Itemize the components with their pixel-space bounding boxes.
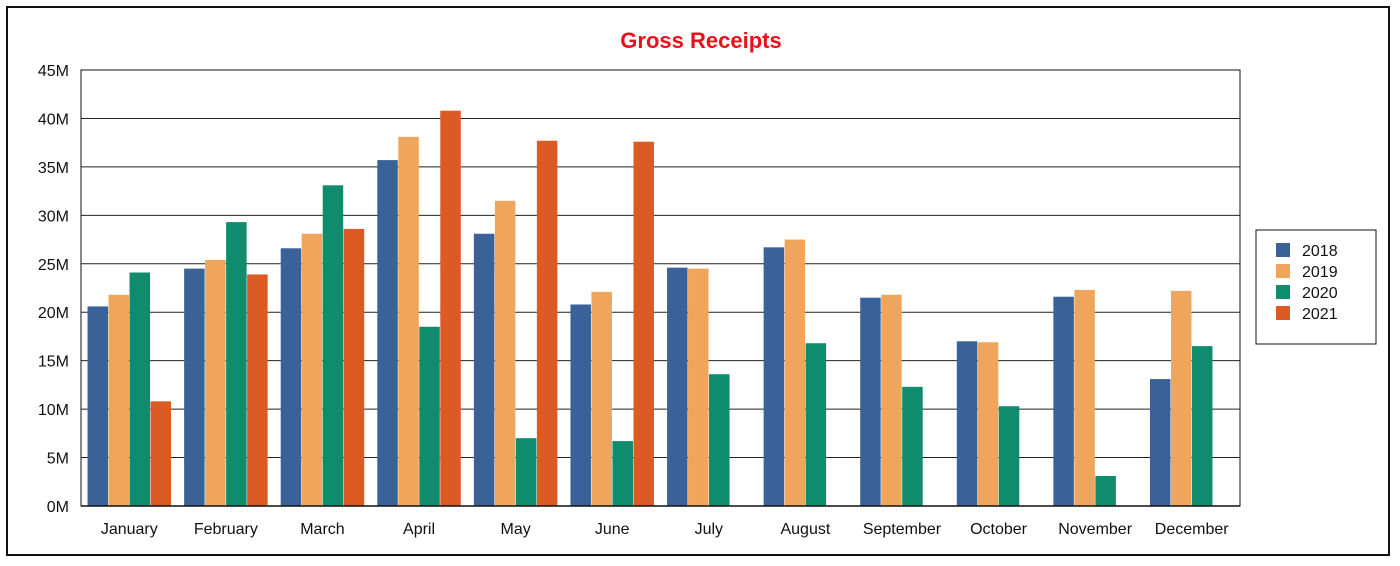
y-axis-ticks: 0M 5M 10M 15M 20M 25M 30M 35M 40M 45M bbox=[38, 63, 69, 516]
y-tick-label: 30M bbox=[38, 208, 69, 225]
y-tick-label: 5M bbox=[47, 451, 69, 468]
bar-2018-october bbox=[956, 341, 978, 506]
y-tick-label: 40M bbox=[38, 111, 69, 128]
bar-2019-december bbox=[1170, 290, 1192, 506]
legend-swatch-2018 bbox=[1276, 243, 1290, 257]
bar-2020-november bbox=[1095, 475, 1116, 506]
y-tick-label: 45M bbox=[38, 63, 69, 80]
bar-2019-july bbox=[688, 268, 709, 506]
bar-2018-august bbox=[763, 247, 785, 506]
bar-2019-august bbox=[784, 239, 806, 507]
y-tick-label: 10M bbox=[38, 402, 69, 419]
x-tick-label: August bbox=[780, 521, 830, 538]
bars bbox=[87, 110, 1213, 507]
bar-2020-may bbox=[515, 438, 537, 506]
x-axis-ticks: January February March April May June July Augu… bbox=[101, 521, 1229, 538]
chart-title: Gross Receipts bbox=[620, 28, 781, 53]
legend-label-2018: 2018 bbox=[1302, 243, 1338, 260]
bar-2019-june bbox=[591, 291, 612, 506]
bar-2018-january bbox=[87, 306, 109, 506]
x-tick-label: April bbox=[403, 521, 435, 538]
legend-swatch-2019 bbox=[1276, 264, 1290, 278]
bar-2020-december bbox=[1191, 346, 1213, 506]
bar-2021-january bbox=[150, 401, 172, 506]
legend-swatch-2021 bbox=[1276, 306, 1290, 320]
bar-2020-october bbox=[998, 406, 1020, 506]
bar-2020-march bbox=[322, 185, 344, 506]
y-tick-label: 15M bbox=[38, 354, 69, 371]
x-tick-label: June bbox=[595, 521, 630, 538]
legend-label-2021: 2021 bbox=[1302, 306, 1338, 323]
bar-2020-june bbox=[612, 441, 633, 506]
y-tick-label: 20M bbox=[38, 305, 69, 322]
legend: 2018 2019 2020 2021 bbox=[1255, 229, 1377, 345]
bar-2018-november bbox=[1053, 296, 1074, 506]
axes bbox=[80, 69, 1241, 507]
bar-2019-may bbox=[494, 200, 516, 507]
bar-2020-february bbox=[226, 222, 247, 507]
x-tick-label: January bbox=[101, 521, 158, 538]
bar-2021-march bbox=[343, 228, 365, 507]
x-tick-label: March bbox=[300, 521, 344, 538]
bar-2021-june bbox=[633, 141, 654, 506]
x-tick-label: February bbox=[194, 521, 258, 538]
bar-2019-november bbox=[1074, 289, 1095, 506]
bar-2020-september bbox=[902, 386, 923, 506]
gross-receipts-chart: Gross Receipts 0M 5M 10M 15M 20M 25M 30M 35M 40M… bbox=[38, 28, 1377, 538]
x-tick-label: September bbox=[863, 521, 942, 538]
bar-2018-february bbox=[184, 268, 205, 506]
chart-frame: Gross Receipts 0M 5M 10M 15M 20M 25M 30M 35M 40M… bbox=[6, 6, 1390, 556]
x-tick-label: November bbox=[1058, 521, 1132, 538]
bar-2019-september bbox=[881, 294, 902, 506]
x-tick-label: October bbox=[970, 521, 1028, 538]
bar-2018-april bbox=[377, 160, 398, 506]
y-tick-label: 0M bbox=[47, 499, 69, 516]
bar-2018-july bbox=[667, 267, 688, 506]
x-tick-label: December bbox=[1155, 521, 1229, 538]
bar-2018-march bbox=[280, 248, 302, 506]
bar-2019-march bbox=[301, 233, 323, 506]
bar-2019-january bbox=[108, 294, 130, 506]
x-tick-label: May bbox=[501, 521, 531, 538]
bar-2021-may bbox=[536, 140, 558, 506]
y-tick-label: 25M bbox=[38, 257, 69, 274]
bar-2019-april bbox=[398, 136, 419, 506]
bar-2018-september bbox=[860, 297, 881, 506]
bar-2018-may bbox=[473, 233, 495, 506]
x-tick-label: July bbox=[695, 521, 723, 538]
bar-2018-june bbox=[570, 304, 591, 506]
bar-2018-december bbox=[1149, 379, 1171, 506]
bar-2019-february bbox=[205, 259, 226, 506]
bar-2020-january bbox=[129, 272, 151, 506]
bar-2019-october bbox=[977, 342, 999, 506]
bar-2020-july bbox=[709, 374, 730, 506]
bar-2021-february bbox=[247, 274, 268, 506]
legend-label-2020: 2020 bbox=[1302, 285, 1338, 302]
legend-label-2019: 2019 bbox=[1302, 264, 1338, 281]
y-tick-label: 35M bbox=[38, 160, 69, 177]
legend-swatch-2020 bbox=[1276, 285, 1290, 299]
bar-2020-august bbox=[805, 343, 827, 506]
bar-2021-april bbox=[440, 110, 461, 507]
bar-2020-april bbox=[419, 326, 440, 506]
